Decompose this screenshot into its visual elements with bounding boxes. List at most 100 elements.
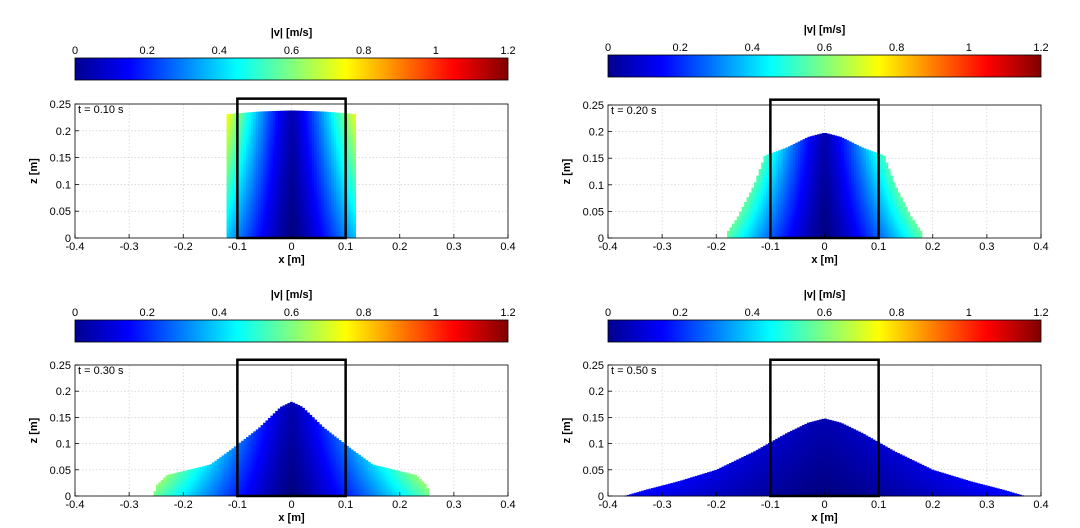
particle (846, 182, 850, 186)
particle (814, 154, 818, 158)
particle (331, 213, 335, 217)
particle (846, 170, 850, 174)
particle (761, 163, 765, 167)
particle (336, 129, 339, 133)
particle (739, 235, 743, 239)
particle (795, 221, 799, 225)
particle (800, 180, 803, 184)
particle (270, 223, 274, 227)
particle (297, 180, 301, 183)
particle (843, 147, 847, 150)
particle (790, 214, 794, 217)
particle (858, 149, 862, 153)
particle (773, 214, 777, 217)
particle (338, 196, 342, 200)
particle (263, 199, 266, 203)
particle (858, 194, 862, 198)
particle (812, 163, 816, 167)
particle (326, 221, 330, 224)
particle (829, 226, 833, 229)
particle (741, 206, 745, 210)
particle (267, 218, 271, 222)
particle (248, 216, 252, 220)
particle (255, 216, 259, 220)
particle (773, 173, 777, 177)
particle (294, 213, 298, 217)
particle (763, 180, 767, 184)
particle (802, 228, 806, 232)
particle (834, 158, 838, 162)
particle (834, 170, 838, 174)
particle (780, 223, 784, 227)
particle (233, 180, 237, 183)
particle (294, 182, 298, 186)
particle (856, 216, 859, 220)
particle (822, 135, 825, 138)
particle (238, 199, 242, 203)
particle (289, 160, 293, 164)
particle (280, 189, 283, 193)
particle (306, 127, 310, 130)
particle (238, 216, 242, 220)
particle (812, 214, 816, 217)
particle (294, 218, 298, 222)
particle (285, 192, 288, 195)
particle (321, 134, 325, 138)
particle (778, 221, 782, 225)
particle (814, 230, 818, 234)
particle (805, 228, 808, 232)
particle (287, 175, 291, 179)
particle (763, 182, 767, 186)
particle (348, 216, 352, 220)
particle (800, 218, 803, 222)
particle (323, 230, 327, 234)
particle (289, 146, 293, 150)
particle (763, 163, 767, 167)
particle (319, 177, 322, 181)
particle (265, 146, 269, 150)
particle (311, 194, 315, 198)
particle (243, 187, 247, 191)
particle (263, 172, 266, 176)
particle (231, 122, 235, 126)
particle (851, 151, 855, 155)
particle (824, 194, 828, 198)
particle (341, 122, 344, 126)
particle (831, 135, 835, 138)
particle (304, 134, 308, 138)
particle (285, 225, 288, 229)
particle (778, 218, 782, 222)
particle (302, 206, 305, 210)
particle (277, 122, 281, 126)
particle (285, 201, 288, 205)
particle (863, 226, 867, 229)
particle (341, 211, 344, 215)
particle (748, 211, 752, 215)
particle (829, 199, 833, 203)
particle (795, 194, 799, 198)
particle (770, 173, 774, 177)
particle (766, 158, 769, 162)
particle (243, 143, 247, 147)
particle (289, 155, 293, 159)
particle (841, 223, 845, 227)
particle (255, 180, 259, 183)
particle (873, 182, 877, 186)
particle (299, 187, 303, 191)
particle (805, 194, 808, 198)
particle (338, 233, 342, 236)
particle (826, 211, 830, 215)
particle (748, 214, 752, 217)
particle (306, 155, 310, 159)
particle (272, 160, 276, 164)
particle (819, 194, 823, 198)
particle (304, 209, 308, 212)
particle (299, 233, 303, 236)
particle (333, 119, 337, 123)
particle (826, 185, 830, 189)
particle (353, 134, 357, 138)
particle (231, 172, 235, 176)
particle (243, 211, 247, 215)
particle (299, 110, 303, 113)
particle (302, 216, 305, 220)
